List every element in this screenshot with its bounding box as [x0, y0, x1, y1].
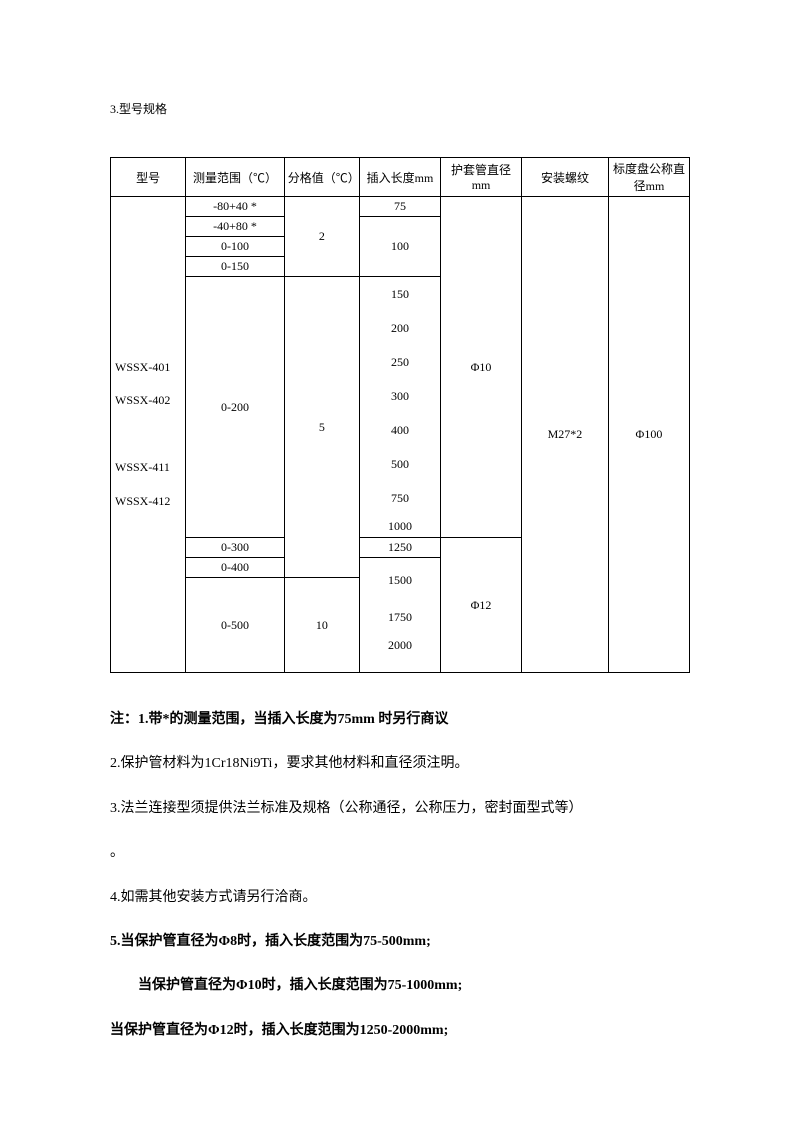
- model-2: WSSX-411: [115, 460, 170, 474]
- cell-div-10: 10: [284, 578, 359, 673]
- th-length: 插入长度mm: [359, 158, 440, 197]
- cell-len: 1000: [359, 515, 440, 538]
- cell-len: 750: [359, 481, 440, 515]
- model-3: WSSX-412: [115, 494, 170, 508]
- cell-len: 300: [359, 379, 440, 413]
- cell-len: [359, 658, 440, 673]
- note-4: 4.如需其他安装方式请另行洽商。: [110, 887, 690, 909]
- cell-len: 1250: [359, 538, 440, 558]
- cell-len: 150: [359, 277, 440, 312]
- cell-dial: Φ100: [608, 197, 689, 673]
- cell-div-2: 2: [284, 197, 359, 277]
- cell-range: -80+40 *: [186, 197, 284, 217]
- cell-len: 75: [359, 197, 440, 217]
- cell-sleeve-12: Φ12: [441, 538, 522, 673]
- cell-len: 400: [359, 413, 440, 447]
- cell-len: 1750: [359, 602, 440, 632]
- cell-range-0-200: 0-200: [186, 277, 284, 538]
- cell-models: WSSX-401 WSSX-402 WSSX-411 WSSX-412: [111, 197, 186, 673]
- note-2: 2.保护管材料为1Cr18Ni9Ti，要求其他材料和直径须注明。: [110, 753, 690, 775]
- cell-range: 0-300: [186, 538, 284, 558]
- model-1: WSSX-402: [115, 393, 170, 407]
- th-model: 型号: [111, 158, 186, 197]
- notes-block: 注：1.带*的测量范围，当插入长度为75mm 时另行商议 2.保护管材料为1Cr…: [110, 709, 690, 1042]
- cell-thread: M27*2: [522, 197, 609, 673]
- note-1: 注：1.带*的测量范围，当插入长度为75mm 时另行商议: [110, 709, 690, 731]
- cell-range-0-500: 0-500: [186, 578, 284, 673]
- th-thread: 安装螺纹: [522, 158, 609, 197]
- th-division: 分格值（℃）: [284, 158, 359, 197]
- note-3b: 。: [110, 842, 690, 864]
- cell-len: 2000: [359, 632, 440, 658]
- cell-range: 0-100: [186, 237, 284, 257]
- cell-len: 200: [359, 311, 440, 345]
- table-header-row: 型号 测量范围（℃） 分格值（℃） 插入长度mm 护套管直径mm 安装螺纹 标度…: [111, 158, 690, 197]
- section-title: 3.型号规格: [110, 100, 690, 117]
- note-5b: 当保护管直径为Φ10时，插入长度范围为75-1000mm;: [110, 975, 690, 997]
- cell-div-5: 5: [284, 277, 359, 578]
- note-3a: 3.法兰连接型须提供法兰标准及规格（公称通径，公称压力，密封面型式等）: [110, 798, 690, 820]
- cell-len: 1500: [359, 558, 440, 603]
- th-range: 测量范围（℃）: [186, 158, 284, 197]
- spec-table: 型号 测量范围（℃） 分格值（℃） 插入长度mm 护套管直径mm 安装螺纹 标度…: [110, 157, 690, 673]
- cell-range: 0-150: [186, 257, 284, 277]
- note-5a: 5.当保护管直径为Φ8时，插入长度范围为75-500mm;: [110, 931, 690, 953]
- cell-len: 500: [359, 447, 440, 481]
- table-row: WSSX-401 WSSX-402 WSSX-411 WSSX-412 -80+…: [111, 197, 690, 217]
- th-sleeve: 护套管直径mm: [441, 158, 522, 197]
- cell-len: 100: [359, 217, 440, 277]
- th-dial: 标度盘公称直径mm: [608, 158, 689, 197]
- cell-range: 0-400: [186, 558, 284, 578]
- cell-sleeve-10: Φ10: [441, 197, 522, 538]
- note-5c: 当保护管直径为Φ12时，插入长度范围为1250-2000mm;: [110, 1020, 690, 1042]
- model-0: WSSX-401: [115, 360, 170, 374]
- cell-range: -40+80 *: [186, 217, 284, 237]
- cell-len: 250: [359, 345, 440, 379]
